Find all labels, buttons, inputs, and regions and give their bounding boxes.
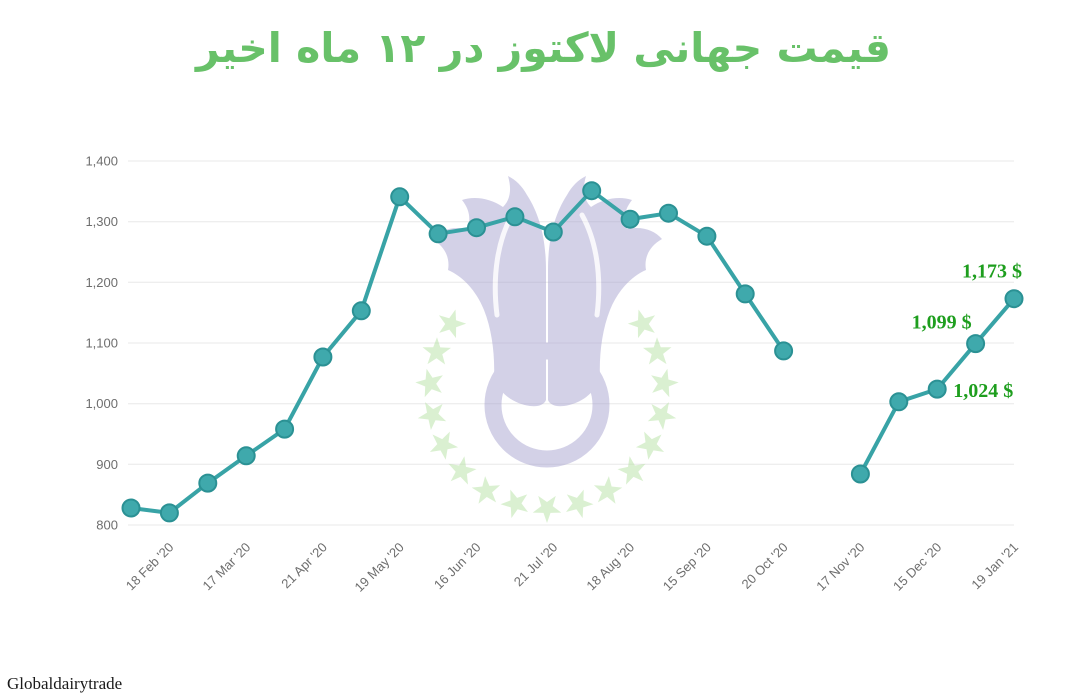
star-icon	[566, 489, 594, 519]
star-icon	[417, 402, 447, 430]
star-icon	[448, 456, 477, 485]
star-icon	[415, 368, 443, 398]
data-point-marker[interactable]	[697, 226, 717, 246]
y-axis-label: 1,300	[85, 214, 118, 229]
data-point-marker[interactable]	[735, 284, 755, 304]
data-point-marker[interactable]	[1004, 289, 1024, 309]
y-axis-label: 1,200	[85, 275, 118, 290]
data-point-marker[interactable]	[543, 222, 563, 242]
page-title: قیمت جهانی لاکتوز در ۱۲ ماه اخیر	[196, 24, 891, 72]
star-icon	[627, 309, 656, 339]
x-axis-label: 18 Aug '20	[583, 540, 637, 594]
y-axis-label: 1,000	[85, 396, 118, 411]
x-axis: 18 Feb '20 17 Mar '20 21 Apr '20 19 May '20…	[123, 540, 1021, 595]
watermark-logo	[415, 176, 679, 523]
data-point-marker[interactable]	[927, 379, 947, 399]
data-point-marker[interactable]	[159, 503, 179, 523]
data-point-marker[interactable]	[121, 498, 141, 518]
star-icon	[651, 368, 679, 398]
data-point-marker[interactable]	[390, 187, 410, 207]
point-labels: 1,024 $ 1,099 $ 1,173 $	[912, 261, 1022, 402]
data-point-marker[interactable]	[774, 341, 794, 361]
x-axis-label: 15 Dec '20	[890, 540, 944, 594]
y-axis-label: 1,400	[85, 154, 118, 169]
y-axis-label: 1,100	[85, 336, 118, 351]
source-label: Globaldairytrade	[7, 674, 123, 693]
x-axis-label: 15 Sep '20	[660, 540, 714, 594]
x-axis-label: 21 Apr '20	[278, 540, 330, 592]
data-point-marker[interactable]	[659, 203, 678, 223]
star-icon	[643, 337, 672, 365]
y-axis-label: 900	[96, 457, 118, 472]
point-value-label: 1,099 $	[912, 312, 972, 334]
star-icon	[617, 456, 646, 485]
data-point-marker[interactable]	[198, 473, 218, 493]
star-icon	[647, 402, 677, 430]
star-icon	[532, 495, 562, 523]
data-point-marker[interactable]	[428, 224, 448, 244]
data-point-marker[interactable]	[966, 334, 986, 354]
star-icon	[500, 489, 528, 519]
star-icon	[635, 431, 665, 460]
tulip-icon	[432, 176, 662, 468]
point-value-label: 1,024 $	[953, 380, 1013, 402]
x-axis-label: 17 Mar '20	[200, 540, 254, 594]
data-point-marker[interactable]	[236, 446, 256, 466]
x-axis-label: 17 Nov '20	[813, 540, 867, 594]
star-icon	[593, 476, 623, 504]
x-axis-label: 20 Oct '20	[738, 540, 790, 592]
star-icon	[471, 476, 501, 504]
point-value-label: 1,173 $	[962, 261, 1022, 283]
data-point-marker[interactable]	[275, 419, 295, 439]
data-point-marker[interactable]	[505, 207, 525, 227]
data-point-marker[interactable]	[582, 181, 602, 201]
y-axis-label: 800	[96, 518, 118, 533]
data-point-marker[interactable]	[351, 301, 371, 321]
star-icon	[422, 337, 451, 365]
star-icon	[438, 309, 467, 339]
data-point-marker[interactable]	[313, 347, 333, 367]
price-series	[121, 181, 1024, 523]
data-point-marker[interactable]	[850, 464, 870, 484]
data-point-marker[interactable]	[889, 392, 909, 412]
star-icon	[429, 431, 459, 460]
x-axis-label: 16 Jun '20	[431, 540, 484, 593]
data-point-marker[interactable]	[620, 209, 640, 229]
x-axis-label: 19 May '20	[352, 540, 407, 595]
x-axis-label: 21 Jul '20	[511, 540, 561, 590]
x-axis-label: 18 Feb '20	[123, 540, 177, 594]
x-axis-label: 19 Jan '21	[968, 540, 1021, 593]
data-point-marker[interactable]	[467, 218, 486, 238]
